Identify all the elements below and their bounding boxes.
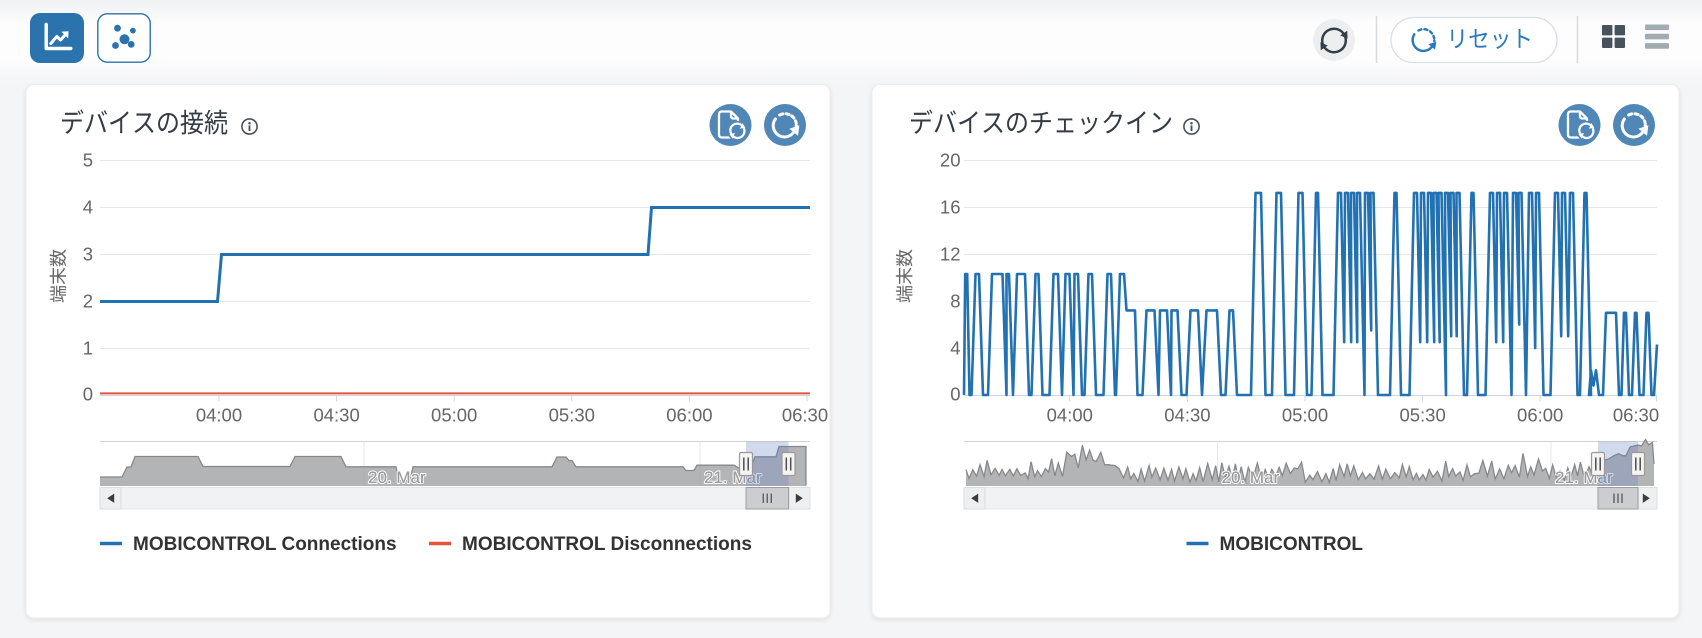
svg-text:16: 16 [940,197,961,218]
svg-text:05:00: 05:00 [1282,405,1328,426]
svg-text:1: 1 [83,338,93,359]
svg-text:0: 0 [83,384,93,405]
svg-text:20: 20 [940,150,961,171]
svg-text:MOBICONTROL Connections: MOBICONTROL Connections [133,534,397,555]
svg-text:MOBICONTROL Disconnections: MOBICONTROL Disconnections [462,534,752,555]
svg-text:0: 0 [950,384,960,405]
svg-text:06:30: 06:30 [782,405,828,426]
svg-text:MOBICONTROL: MOBICONTROL [1220,534,1364,555]
svg-text:05:00: 05:00 [431,405,477,426]
svg-text:04:00: 04:00 [196,405,242,426]
svg-text:4: 4 [83,197,93,218]
svg-text:06:00: 06:00 [666,405,712,426]
svg-text:8: 8 [950,291,960,312]
svg-text:20. Mar: 20. Mar [368,468,426,487]
svg-text:06:30: 06:30 [1613,405,1659,426]
svg-text:04:00: 04:00 [1047,405,1093,426]
svg-text:2: 2 [83,291,93,312]
svg-text:05:30: 05:30 [549,405,595,426]
svg-text:20. Mar: 20. Mar [1222,468,1280,487]
svg-text:4: 4 [950,338,960,359]
svg-text:05:30: 05:30 [1399,405,1445,426]
svg-text:06:00: 06:00 [1517,405,1563,426]
svg-text:20. Mar: 20. Mar [368,468,426,487]
svg-text:5: 5 [83,150,93,171]
svg-text:04:30: 04:30 [1164,405,1210,426]
svg-text:12: 12 [940,244,961,265]
svg-text:3: 3 [83,244,93,265]
svg-text:20. Mar: 20. Mar [1222,468,1280,487]
svg-text:04:30: 04:30 [313,405,359,426]
